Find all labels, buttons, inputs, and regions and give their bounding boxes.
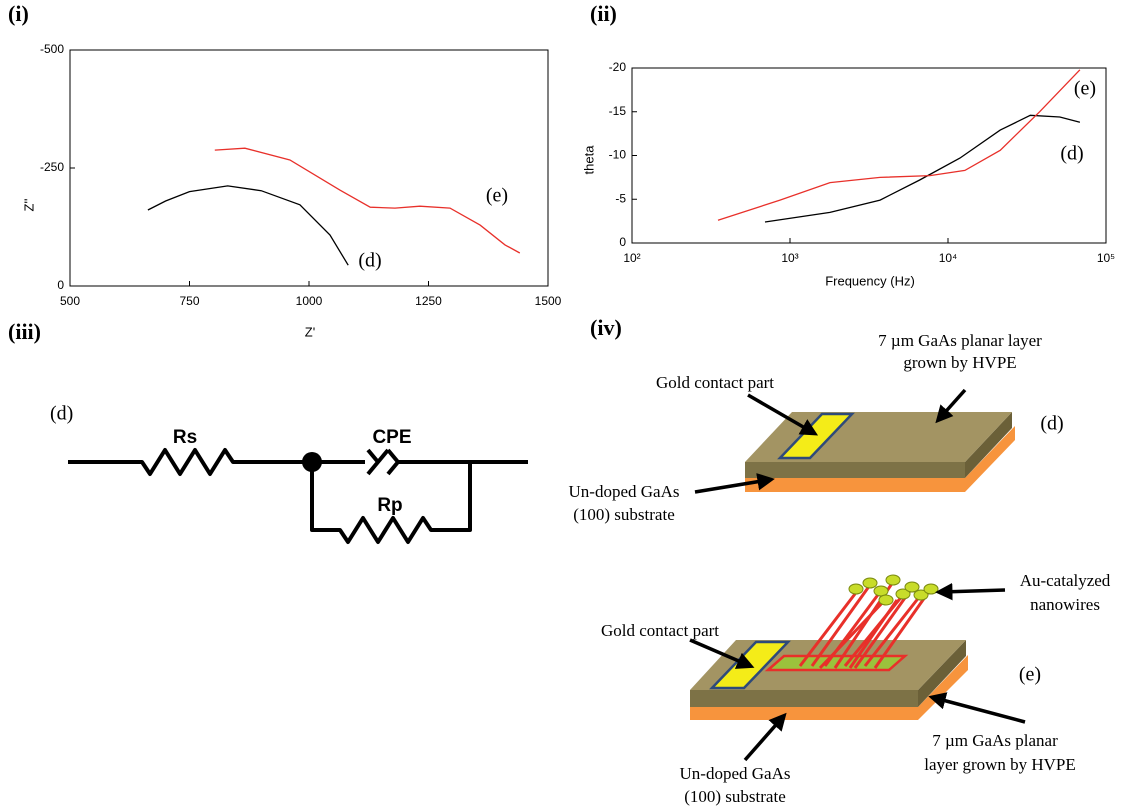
plot-frame	[631, 67, 1107, 244]
y-tick-label: -15	[609, 104, 627, 118]
panel-label: (i)	[8, 1, 29, 26]
component-label: Rp	[377, 495, 402, 516]
device-label: (d)	[1040, 413, 1063, 435]
wire	[68, 448, 365, 476]
x-tick-label: 1250	[415, 294, 442, 308]
annotation: (e)	[486, 185, 508, 207]
y-tick-label: -20	[609, 60, 627, 74]
nanowires	[798, 581, 932, 670]
data-line	[214, 147, 521, 254]
y-tick-label: -500	[40, 42, 64, 56]
y-tick-label: -250	[40, 160, 64, 174]
x-tick-label: 10²	[623, 251, 640, 265]
arrow	[935, 582, 1006, 601]
substrate-label: Un-doped GaAs	[680, 764, 791, 783]
layer-label: 7 µm GaAs planar layer	[878, 331, 1042, 350]
substrate-label: (100) substrate	[573, 505, 675, 524]
arrow	[689, 638, 755, 669]
device-e: Au-catalyzed nanowires Gold contact part…	[601, 571, 1111, 806]
data-line	[764, 114, 1081, 223]
circuit-label: (d)	[50, 403, 73, 425]
y-tick-label: -10	[609, 148, 627, 162]
node	[302, 452, 322, 472]
contact-label: Gold contact part	[656, 373, 774, 392]
y-axis-label: Z''	[21, 199, 36, 212]
arrow	[747, 393, 819, 436]
contact-label: Gold contact part	[601, 621, 719, 640]
layer-label: grown by HVPE	[903, 353, 1016, 372]
wire	[310, 462, 472, 544]
y-tick-label: 0	[619, 235, 626, 249]
y-tick-label: 0	[57, 278, 64, 292]
device-label: (e)	[1019, 664, 1041, 686]
layer-side	[745, 462, 965, 478]
x-tick-label: 1500	[535, 294, 562, 308]
wire-label: Au-catalyzed	[1020, 571, 1111, 590]
panel-label: (ii)	[590, 1, 617, 26]
x-axis-label: Z'	[305, 324, 315, 339]
panel-label: (iii)	[8, 319, 41, 344]
substrate-label: Un-doped GaAs	[569, 482, 680, 501]
annotation: (d)	[1060, 143, 1083, 165]
x-tick-label: 750	[179, 294, 199, 308]
x-tick-label: 10⁵	[1097, 251, 1115, 265]
arrow	[694, 473, 775, 494]
arrow	[935, 388, 967, 424]
substrate-label: (100) substrate	[684, 787, 786, 806]
data-line	[147, 185, 349, 266]
annotation: (d)	[358, 250, 381, 272]
circuit: (d) Rs CPE Rp	[50, 403, 528, 544]
x-tick-label: 10³	[781, 251, 798, 265]
x-tick-label: 1000	[296, 294, 323, 308]
layer-side	[918, 640, 966, 707]
x-axis-label: Frequency (Hz)	[825, 273, 915, 288]
layer-label: layer grown by HVPE	[924, 755, 1076, 774]
device-d: 7 µm GaAs planar layer grown by HVPE Gol…	[569, 331, 1064, 524]
plot-frame	[69, 49, 549, 287]
wire-label: nanowires	[1030, 595, 1100, 614]
cpe-symbol	[366, 448, 528, 476]
layer-side	[690, 690, 918, 707]
annotation: (e)	[1074, 78, 1096, 100]
component-label: CPE	[372, 427, 411, 448]
layer-label: 7 µm GaAs planar	[932, 731, 1058, 750]
data-line	[717, 69, 1081, 221]
panel-label: (iv)	[590, 315, 622, 340]
arrow	[743, 712, 787, 762]
layer-side	[965, 412, 1012, 478]
x-tick-label: 10⁴	[939, 251, 958, 265]
arrow	[928, 692, 1026, 724]
catalyst-balls	[848, 574, 939, 606]
y-axis-label: theta	[581, 145, 596, 175]
y-tick-label: -5	[615, 191, 626, 205]
x-tick-label: 500	[60, 294, 80, 308]
component-label: Rs	[173, 427, 197, 448]
